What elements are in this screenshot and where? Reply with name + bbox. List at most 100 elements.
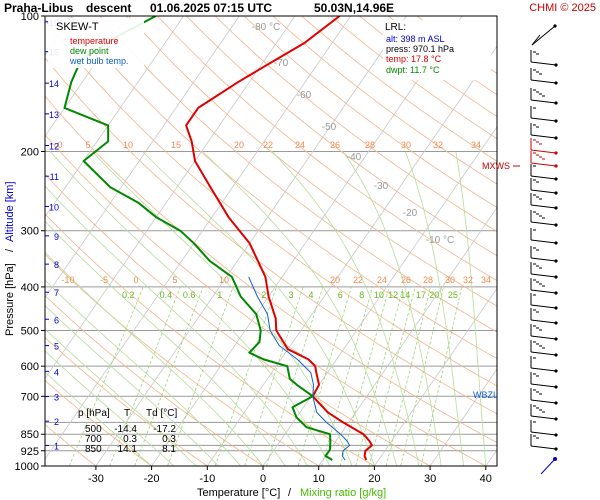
dry-adiabat-label: 24: [377, 275, 387, 285]
summary-header-p: p [hPa]: [78, 408, 110, 419]
y-tick-label: 500: [21, 326, 39, 338]
temperature-profile: [185, 16, 373, 461]
altitude-tick-label: 6: [54, 315, 59, 325]
summary-header-t: T: [124, 408, 130, 419]
wind-barb-dot: [554, 191, 558, 195]
moist-adiabat-line: [45, 328, 197, 466]
altitude-tick-label: 1: [54, 441, 59, 451]
moist-adiabat-line: [496, 151, 497, 157]
wind-barb-dot: [554, 119, 558, 123]
wind-barb-dot: [554, 164, 558, 168]
summary-cell: 500: [85, 424, 102, 435]
dry-adiabat-label: 10: [219, 275, 229, 285]
x-axis-title: Temperature [°C]: [197, 487, 280, 499]
wind-barb-dot: [554, 223, 558, 227]
isotherm-line: [542, 16, 600, 466]
summary-cell: 700: [85, 434, 102, 445]
moist-adiabat-line: [342, 151, 442, 466]
dry-adiabat-label: 20: [234, 140, 244, 150]
wind-barb: [530, 273, 557, 278]
dry-adiabat-line: [45, 213, 376, 466]
wind-barb: [530, 149, 557, 154]
dry-adiabat-label: 28: [423, 275, 433, 285]
legend-title: SKEW-T: [56, 21, 99, 33]
moist-adiabat-line: [45, 350, 175, 466]
mxws-label: MXWS: [482, 161, 510, 171]
mixing-ratio-line: [368, 286, 416, 466]
isotherm-line: [429, 368, 497, 466]
wind-barb: [530, 162, 557, 167]
dry-adiabat-line: [157, 16, 497, 282]
dry-adiabat-line: [45, 380, 153, 466]
dry-adiabat-label: 5: [172, 275, 177, 285]
wind-barb: [530, 383, 557, 388]
wind-barb-dot: [554, 369, 558, 373]
mixing-ratio-label: 2: [261, 290, 266, 300]
mixing-ratio-line: [339, 286, 390, 466]
wind-barb: [530, 257, 557, 262]
chart-title-datetime: 01.06.2025 07:15 UTC: [150, 1, 272, 15]
mixing-ratio-line: [214, 286, 277, 466]
wind-barb-dot: [554, 417, 558, 421]
moist-adiabat-line: [45, 371, 152, 466]
mixing-ratio-label: 17: [416, 290, 426, 300]
mixing-ratio-label: 25: [448, 290, 458, 300]
wind-barb-dot: [554, 385, 558, 389]
wind-barb-dot: [554, 206, 558, 210]
wind-barb: [530, 431, 557, 436]
wind-barb-dot: [554, 337, 558, 341]
mixing-ratio-label: 8: [359, 290, 364, 300]
wind-barb: [530, 221, 557, 226]
wind-barb-dot: [554, 306, 558, 310]
wind-barb-dot: [554, 259, 558, 263]
wind-barb-dot: [554, 101, 558, 105]
wind-barb-dot: [554, 401, 558, 405]
mixing-ratio-label: 14: [400, 290, 410, 300]
legend-box: [48, 18, 144, 68]
wind-barb-dot: [554, 136, 558, 140]
legend-item-temperature: temperature: [70, 36, 119, 46]
dry-adiabat-label: 22: [353, 275, 363, 285]
moist-adiabat-line: [142, 151, 375, 466]
altitude-tick-label: 9: [54, 232, 59, 242]
moist-adiabat-line: [45, 279, 242, 466]
y-tick-label: 100: [21, 11, 39, 23]
summary-cell: 0.3: [123, 434, 137, 445]
summary-cell: 850: [85, 444, 102, 455]
dry-adiabat-line: [0, 16, 52, 476]
lrl-temp: temp: 17.8 °C: [386, 54, 442, 64]
summary-cell: -14.4: [114, 424, 137, 435]
dry-adiabat-label: 0: [57, 140, 62, 150]
dry-adiabat-line: [45, 57, 497, 415]
x-tick-label: 20: [368, 473, 380, 485]
wind-barb: [531, 34, 541, 46]
summary-table: p [hPa] T Td [°C] 500 -14.4 -17.2 700 0.…: [78, 408, 177, 455]
y-tick-label: 850: [21, 429, 39, 441]
wind-barbs-column: [530, 24, 558, 475]
dry-adiabat-label: 28: [365, 140, 375, 150]
altitude-tick-label: 12: [49, 142, 59, 152]
wind-barb: [530, 134, 557, 139]
wind-barb-dot: [554, 321, 558, 325]
moist-adiabat-line: [45, 185, 308, 466]
wind-barb: [530, 367, 557, 372]
wind-barb: [530, 79, 557, 84]
wind-barb-dot: [554, 81, 558, 85]
dry-adiabat-line: [45, 424, 97, 466]
wind-barb-dot: [554, 177, 558, 181]
x-tick-label: -20: [144, 473, 160, 485]
dry-adiabat-line: [45, 19, 497, 387]
mixing-ratio-line: [109, 286, 181, 466]
mixing-ratio-line: [420, 286, 463, 466]
dry-adiabat-line: [214, 16, 497, 232]
isotherm-label: -40: [347, 152, 362, 163]
isotherm-label: -80 °C: [252, 22, 280, 33]
x-tick-label: 30: [424, 473, 436, 485]
lrl-dwpt: dwpt: 11.7 °C: [386, 65, 440, 75]
altitude-tick-label: 13: [49, 110, 59, 120]
chart-credit: CHMI © 2025: [529, 2, 596, 14]
dry-adiabat-line: [45, 253, 320, 466]
dry-adiabat-line: [243, 16, 497, 208]
moist-adiabat-line: [45, 220, 286, 466]
dry-adiabat-label: 32: [463, 275, 473, 285]
